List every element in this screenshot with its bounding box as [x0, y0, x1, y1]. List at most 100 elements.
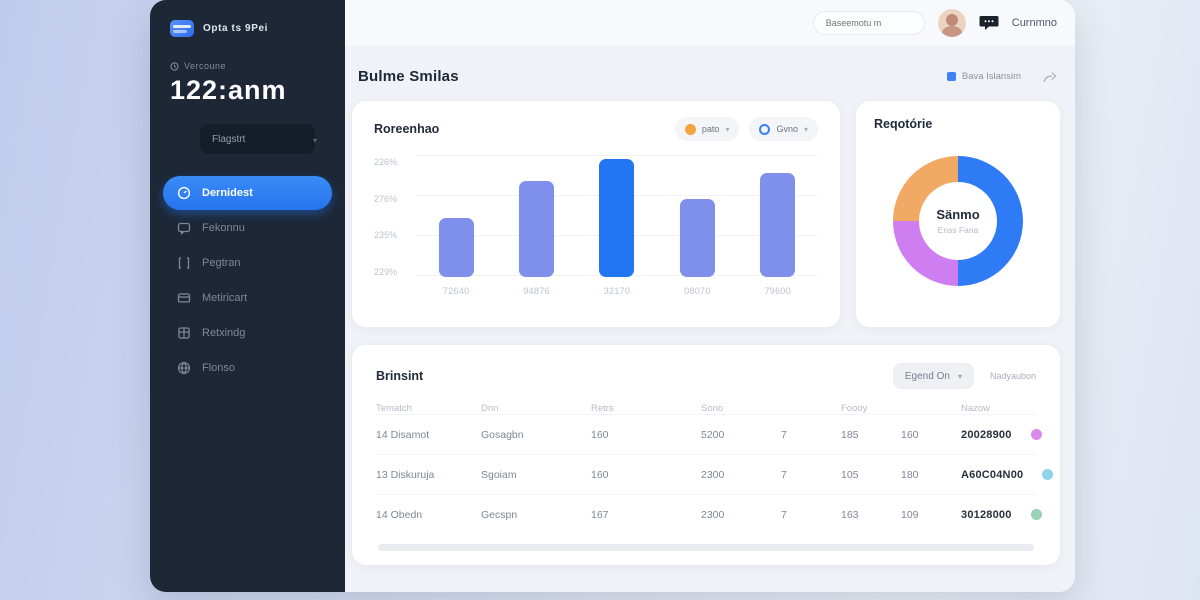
cell: 185: [841, 428, 859, 441]
cell: Gosagbn: [481, 428, 524, 441]
sidebar-item-dashboard[interactable]: Dernidest: [163, 176, 332, 210]
chevron-down-icon: ▾: [312, 136, 317, 145]
content: Bulme Smilas Bava Islansim Roreenhao: [345, 46, 1075, 592]
app-window: Opta ts 9Pei Vercoune 122:anm ▾ Dernides…: [150, 0, 1075, 592]
sidebar-search-input[interactable]: [200, 124, 315, 154]
filter-chip-label: Gvno: [776, 124, 798, 134]
cell: 14 Disamot: [376, 428, 430, 441]
y-axis-labels: 226% 276% 235% 229%: [374, 155, 416, 277]
user-name[interactable]: Curnmno: [1011, 17, 1057, 29]
chevron-down-icon: ▾: [725, 124, 730, 134]
sidebar-item-label: Flonso: [202, 362, 236, 374]
sidebar-item-records[interactable]: Retxindg: [163, 316, 332, 350]
share-icon[interactable]: [1043, 71, 1057, 83]
clock-icon: [170, 61, 179, 71]
column-header: Sono: [701, 403, 724, 414]
status-dot: [1030, 509, 1042, 520]
revenue-card: Roreenhao pato ▾ Gvno ▾: [352, 101, 840, 327]
table-row[interactable]: 14 Obedn Gecspn 167 2300 7 163 109 30128…: [376, 494, 1042, 534]
sidebar-item-label: Fekonnu: [202, 222, 245, 234]
page-title: Bulme Smilas: [358, 68, 459, 85]
cell-amount: 20028900: [961, 428, 1012, 441]
avatar[interactable]: [937, 9, 966, 37]
cell: 167: [591, 508, 609, 521]
revenue-card-title: Roreenhao: [374, 122, 440, 136]
orange-dot-icon: [684, 123, 696, 135]
table-row[interactable]: 13 Diskuruja Sgoiam 160 2300 7 105 180 A…: [376, 454, 1054, 494]
column-header: Retrs: [591, 403, 614, 414]
bar-4: [760, 173, 796, 277]
topbar-search-input[interactable]: [812, 11, 925, 35]
legend-label: Bava Islansim: [961, 71, 1021, 82]
card-icon: [177, 293, 191, 303]
table-link[interactable]: Nadyaubon: [989, 371, 1036, 381]
status-dot: [1030, 429, 1042, 440]
sidebar-item-metrics[interactable]: Metiricart: [163, 281, 332, 315]
y-tick: 235%: [374, 230, 398, 241]
sidebar-item-label: Retxindg: [202, 327, 246, 339]
cards-row: Roreenhao pato ▾ Gvno ▾: [352, 101, 1060, 327]
select-label: Egend On: [904, 370, 950, 382]
filter-chip-period[interactable]: pato ▾: [674, 117, 740, 141]
timer-label: Vercoune: [184, 61, 227, 71]
table-row[interactable]: 14 Disamot Gosagbn 160 5200 7 185 160 20…: [376, 414, 1042, 454]
sidebar-item-messages[interactable]: Fekonnu: [163, 211, 332, 245]
cell: 7: [781, 468, 787, 481]
cell: 5200: [701, 428, 725, 441]
timer-label-row: Vercoune: [170, 61, 325, 71]
donut-center: Sänmo Enss Fana: [919, 182, 997, 260]
logo-text: Opta ts 9Pei: [203, 23, 268, 34]
cell: 2300: [701, 508, 725, 521]
sidebar-item-global[interactable]: Flonso: [163, 351, 332, 385]
bar-2: [599, 158, 635, 277]
main-area: Curnmno Bulme Smilas Bava Islansim Roree: [345, 0, 1075, 592]
cell: 7: [781, 428, 787, 441]
sidebar-item-partners[interactable]: Pegtran: [163, 246, 332, 280]
x-tick: 79600: [764, 286, 792, 296]
sidebar-item-label: Metiricart: [202, 292, 248, 304]
cell: 105: [841, 468, 859, 481]
bar-3: [679, 198, 715, 277]
donut-card-title: Reqotórie: [874, 117, 933, 131]
x-tick: 08070: [684, 286, 711, 296]
cell: 13 Diskuruja: [376, 468, 435, 481]
chevron-down-icon: ▾: [803, 124, 808, 134]
cell-amount: A60C04N00: [961, 468, 1024, 481]
legend-swatch: [946, 72, 956, 81]
y-tick: 226%: [374, 157, 398, 167]
bar-0: [438, 218, 474, 277]
sidebar: Opta ts 9Pei Vercoune 122:anm ▾ Dernides…: [150, 0, 345, 592]
book-icon: [178, 327, 190, 339]
filter-chip-label: pato: [701, 124, 720, 134]
cell: 160: [591, 468, 609, 481]
table-card: Brinsint Egend On ▾ Nadyaubon Tematch Dn…: [352, 345, 1060, 565]
logo: Opta ts 9Pei: [150, 20, 345, 37]
y-tick: 229%: [374, 266, 398, 277]
filter-chip-group[interactable]: Gvno ▾: [749, 117, 818, 141]
cell: 180: [901, 468, 919, 481]
cell: 2300: [701, 468, 725, 481]
x-tick: 72640: [442, 286, 470, 296]
bar-1: [519, 180, 555, 277]
dashboard-icon: [177, 186, 191, 200]
globe-icon: [177, 361, 191, 375]
chat-bubble-icon[interactable]: [979, 15, 999, 31]
table-title: Brinsint: [376, 369, 424, 383]
column-header: Tematch: [376, 403, 412, 414]
timer-value: 122:anm: [170, 75, 287, 105]
x-tick: 32170: [603, 286, 631, 296]
page-head: Bulme Smilas Bava Islansim: [352, 68, 1060, 85]
plot-area: 72640 94876 32170 08070 79600: [416, 155, 818, 296]
horizontal-scrollbar[interactable]: [378, 544, 1034, 551]
cell: 7: [781, 508, 787, 521]
table-filter-select[interactable]: Egend On ▾: [892, 363, 974, 389]
topbar: Curnmno: [345, 0, 1075, 46]
cell: 160: [901, 428, 919, 441]
donut-card: Reqotórie Sänmo Enss Fana: [856, 101, 1060, 327]
logo-icon: [170, 20, 194, 37]
sidebar-nav: Dernidest Fekonnu Pegtran Metiricart Ret…: [150, 176, 345, 385]
cell: Gecspn: [481, 508, 518, 521]
donut-center-title: Sänmo: [936, 207, 980, 222]
sidebar-item-label: Pegtran: [202, 257, 241, 269]
column-header: Foooy: [841, 403, 868, 414]
